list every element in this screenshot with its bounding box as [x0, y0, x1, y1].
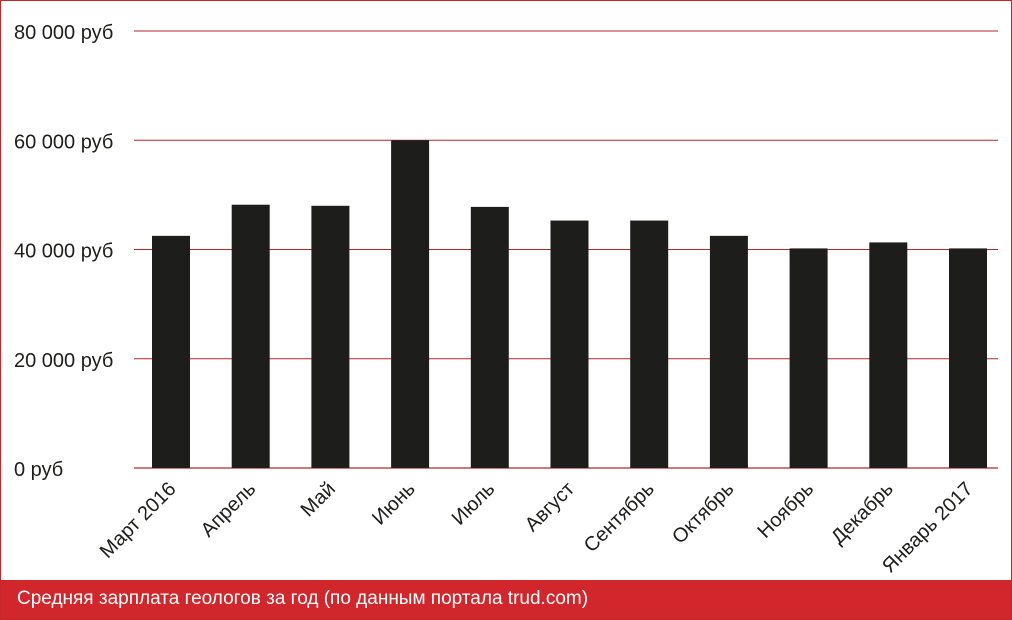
bar-chart: 0 руб 20 000 руб 40 000 руб 60 000 руб 80 00…: [14, 22, 998, 577]
bar: [869, 242, 908, 468]
y-tick-label: 80 000 руб: [14, 22, 113, 44]
y-tick-label: 0 руб: [14, 459, 63, 481]
bar: [709, 235, 748, 468]
chart-caption: Средняя зарплата геологов за год (по дан…: [17, 588, 589, 609]
x-tick-label: Октябрь: [668, 478, 738, 548]
x-tick-label: Апрель: [197, 478, 261, 542]
x-tick-label: Декабрь: [827, 478, 898, 549]
x-axis: Март 2016 Апрель Май Июнь Июль Август Сентябрь…: [96, 478, 978, 577]
bar: [231, 204, 270, 468]
caption-bar: Средняя зарплата геологов за год (по дан…: [1, 580, 1011, 619]
bar: [152, 235, 190, 468]
bar: [550, 220, 589, 468]
bar: [949, 248, 987, 468]
bar: [391, 140, 430, 468]
x-tick-label: Май: [297, 478, 340, 521]
x-tick-label: Июнь: [368, 478, 420, 530]
bar: [630, 220, 669, 468]
x-tick-label: Сентябрь: [580, 478, 659, 557]
y-tick-label: 20 000 руб: [14, 350, 113, 372]
y-tick-label: 40 000 руб: [14, 241, 113, 263]
y-axis: 0 руб 20 000 руб 40 000 руб 60 000 руб 80 00…: [14, 22, 113, 481]
x-tick-label: Ноябрь: [754, 478, 819, 543]
x-tick-label: Июль: [448, 478, 500, 530]
bar: [470, 206, 509, 468]
grid-layer: [134, 30, 998, 469]
bar-layer: [152, 140, 987, 469]
bar: [311, 205, 350, 469]
bar: [789, 248, 828, 468]
y-tick-label: 60 000 руб: [14, 131, 113, 153]
x-tick-label: Март 2016: [96, 478, 181, 563]
x-tick-label: Август: [521, 478, 579, 536]
